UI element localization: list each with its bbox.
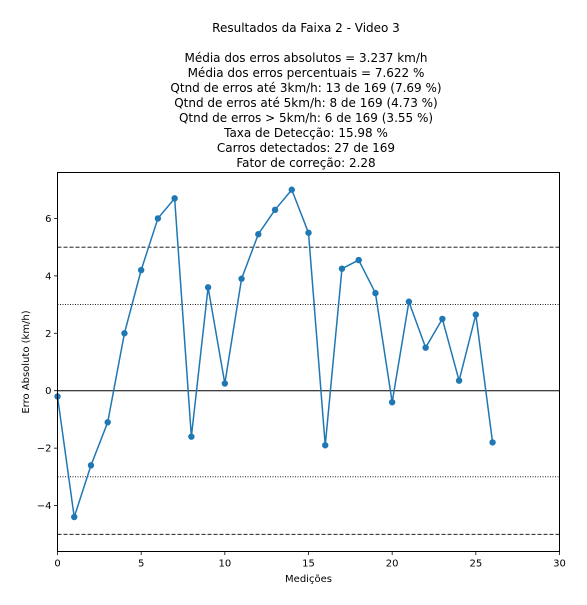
data-point	[154, 215, 162, 222]
y-tick-label: 2	[45, 329, 51, 340]
title-line: Qtnd de erros > 5km/h: 6 de 169 (3.55 %)	[179, 111, 433, 125]
data-point	[489, 439, 496, 446]
series-line	[56, 188, 494, 518]
data-point	[422, 344, 429, 351]
reference-lines	[57, 246, 560, 535]
data-point	[271, 206, 279, 214]
data-point	[405, 298, 413, 305]
title-line: Taxa de Detecção: 15.98 %	[223, 126, 388, 140]
data-point	[439, 315, 446, 323]
title-line: Carros detectados: 27 de 169	[217, 141, 395, 155]
y-tick-label: 6	[45, 214, 51, 225]
x-tick-label: 10	[218, 559, 231, 570]
y-tick-label: −4	[37, 501, 52, 512]
data-point	[71, 513, 78, 521]
data-point	[87, 462, 95, 469]
plot-frame	[57, 172, 560, 552]
data-point	[288, 186, 295, 193]
data-point	[455, 377, 463, 384]
data-point	[137, 266, 145, 274]
data-point	[238, 275, 245, 282]
data-series	[54, 186, 496, 521]
data-point	[372, 289, 379, 297]
data-point	[121, 330, 128, 337]
x-tick-label: 15	[302, 559, 315, 570]
data-point	[355, 256, 362, 264]
x-axis-label: Medições	[285, 574, 332, 585]
y-tick-label: 4	[45, 271, 51, 282]
data-point	[472, 311, 480, 318]
y-tick-label: −2	[37, 444, 52, 455]
y-axis-ticks: −4 −2 0 2 4 6	[37, 214, 58, 512]
title-line: Fator de correção: 2.28	[236, 156, 375, 170]
x-tick-label: 30	[553, 559, 566, 570]
title-line: Qtnd de erros até 3km/h: 13 de 169 (7.69…	[170, 81, 441, 95]
x-tick-label: 0	[54, 559, 60, 570]
data-point	[204, 284, 212, 291]
data-point	[221, 380, 229, 387]
data-point	[255, 231, 262, 238]
chart-title: Resultados da Faixa 2 - Video 3 Média dos…	[170, 21, 441, 170]
data-point	[104, 419, 111, 426]
title-line: Média dos erros absolutos = 3.237 km/h	[184, 51, 427, 65]
x-tick-label: 25	[469, 559, 482, 570]
x-axis-ticks: 0 5 10 15 20 25 30	[54, 551, 566, 570]
title-line: Média dos erros percentuais = 7.622 %	[188, 66, 425, 80]
y-axis-label: Erro Absoluto (km/h)	[21, 310, 32, 413]
y-tick-label: 0	[45, 386, 51, 397]
data-point	[171, 195, 178, 202]
data-point	[388, 398, 396, 406]
title-line: Resultados da Faixa 2 - Video 3	[212, 21, 400, 35]
data-point	[305, 229, 312, 236]
x-tick-label: 20	[386, 559, 399, 570]
title-line: Qtnd de erros até 5km/h: 8 de 169 (4.73 …	[174, 96, 438, 110]
data-point	[338, 265, 346, 272]
data-point	[322, 442, 329, 449]
x-tick-label: 5	[138, 559, 144, 570]
data-point	[188, 433, 195, 440]
